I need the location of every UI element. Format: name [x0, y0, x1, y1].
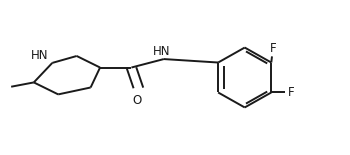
Text: F: F: [288, 86, 295, 99]
Text: HN: HN: [31, 49, 49, 62]
Text: HN: HN: [153, 44, 171, 58]
Text: F: F: [270, 42, 276, 55]
Text: O: O: [132, 94, 141, 107]
